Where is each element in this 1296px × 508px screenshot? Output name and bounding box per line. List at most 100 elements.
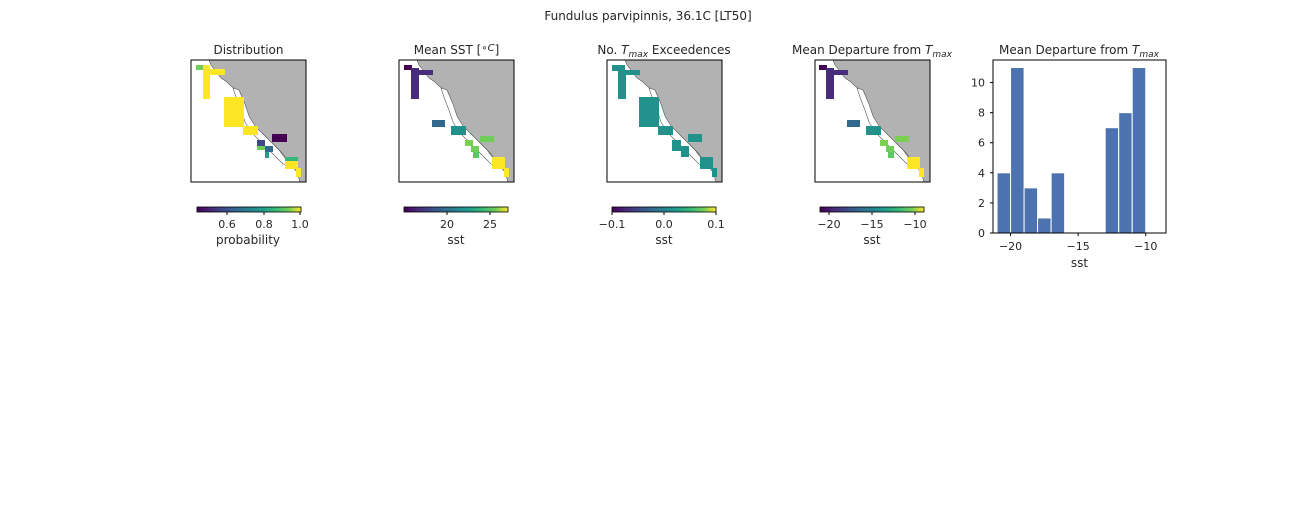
grid-cell [465, 140, 473, 146]
grid-cell [834, 70, 848, 75]
map-frame [814, 59, 931, 183]
grid-cell [907, 157, 920, 169]
grid-cell [419, 70, 433, 75]
colorbar-label: sst [863, 233, 881, 247]
grid-cell [504, 168, 509, 177]
colorbar-gradient [196, 206, 302, 213]
histogram-bar [996, 172, 1012, 234]
grid-cell [866, 126, 881, 135]
histogram-x-axis: −20 −15 −10 [999, 233, 1157, 253]
map-departure [814, 59, 931, 183]
colorbar-label: sst [655, 233, 673, 247]
x-tick-label: −20 [999, 240, 1022, 253]
grid-cell [886, 146, 894, 152]
y-tick-label: 6 [978, 137, 985, 150]
histogram-frame [992, 59, 1167, 234]
map-distribution [190, 59, 307, 183]
map-panel-distribution: Distribution 0.6 0.8 1.0 [190, 43, 309, 247]
colorbar-tick-label: 0.1 [707, 218, 725, 231]
y-tick-label: 0 [978, 227, 985, 240]
grid-cell [712, 168, 717, 177]
grid-cell [224, 97, 244, 127]
grid-cell [681, 146, 689, 157]
colorbar-mean-sst: 20 25 sst [403, 206, 509, 247]
colorbar-tick-label: −15 [860, 218, 883, 231]
histogram-bar [1131, 67, 1147, 234]
colorbar-distribution: 0.6 0.8 1.0 probability [196, 206, 309, 247]
grid-cell [432, 120, 445, 127]
grid-cell [285, 161, 298, 169]
grid-cell [919, 168, 924, 177]
grid-cell [888, 152, 894, 158]
colorbar-gradient [819, 206, 925, 213]
colorbar-tick-label: −10 [903, 218, 926, 231]
map-exceedences [606, 59, 723, 183]
grid-cell [473, 152, 479, 158]
map-frame [190, 59, 307, 183]
histogram-bar [1023, 187, 1039, 234]
figure-title: Fundulus parvipinnis, 36.1C [LT50] [544, 9, 751, 23]
grid-cell [272, 134, 287, 142]
grid-cell [265, 146, 273, 152]
y-tick-label: 4 [978, 167, 985, 180]
grid-cell [285, 157, 298, 161]
histogram-xlabel: sst [1071, 256, 1089, 270]
grid-cell [265, 152, 269, 158]
grid-cell [203, 65, 210, 99]
grid-cell [895, 136, 909, 142]
colorbar-tick-label: 0.0 [655, 218, 673, 231]
grid-cell [847, 120, 860, 127]
grid-cell [404, 65, 412, 70]
grid-cell [196, 65, 203, 70]
grid-cell [612, 65, 625, 71]
panel-title-departure-map: Mean Departure from Tmax [792, 43, 953, 60]
grid-cell [688, 134, 702, 142]
grid-cell [826, 68, 834, 99]
y-tick-label: 10 [971, 77, 985, 90]
map-panel-exceedences: No. Tmax Exceedences −0.1 [597, 43, 730, 247]
map-frame [606, 59, 723, 183]
colorbar-label: probability [216, 233, 280, 247]
grid-cell [639, 97, 659, 127]
histogram-bar [1118, 112, 1133, 234]
grid-cell [625, 70, 640, 75]
grid-cell [880, 140, 888, 146]
colorbar-tick-label: 1.0 [291, 218, 309, 231]
panel-title-mean-sst: Mean SST [∘C] [414, 43, 500, 57]
map-mean-sst [398, 59, 515, 183]
colorbar-departure: −20 −15 −10 sst [817, 206, 927, 247]
histogram-bars [996, 67, 1147, 234]
map-frame [398, 59, 515, 183]
x-tick-label: −10 [1134, 240, 1157, 253]
grid-cell [257, 140, 265, 146]
colorbar-tick-label: 0.6 [218, 218, 236, 231]
grid-cell [658, 126, 673, 135]
map-panel-mean-sst: Mean SST [∘C] 20 25 sst [398, 43, 515, 247]
grid-cell [480, 136, 494, 142]
histogram-bar [1010, 67, 1025, 234]
grid-cell [296, 168, 301, 177]
colorbar-tick-label: 20 [440, 218, 454, 231]
grid-cell [471, 146, 479, 152]
colorbar-exceedences: −0.1 0.0 0.1 sst [599, 206, 725, 247]
grid-cell [257, 146, 265, 150]
grid-cell [492, 157, 505, 169]
colorbar-tick-label: −20 [817, 218, 840, 231]
x-tick-label: −15 [1067, 240, 1090, 253]
grid-cell [411, 68, 419, 99]
histogram-title: Mean Departure from Tmax [999, 43, 1160, 60]
colorbar-gradient [403, 206, 509, 213]
panel-title-distribution: Distribution [213, 43, 283, 57]
colorbar-tick-label: 25 [483, 218, 497, 231]
colorbar-tick-label: 0.8 [255, 218, 273, 231]
colorbar-tick-label: −0.1 [599, 218, 626, 231]
colorbar-gradient [611, 206, 717, 213]
grid-cell [243, 126, 258, 135]
grid-cell [618, 70, 626, 99]
histogram-bar [1037, 217, 1052, 234]
grid-cell [672, 140, 681, 151]
y-tick-label: 8 [978, 107, 985, 120]
histogram-y-axis: 0 2 4 6 8 10 [971, 77, 993, 240]
